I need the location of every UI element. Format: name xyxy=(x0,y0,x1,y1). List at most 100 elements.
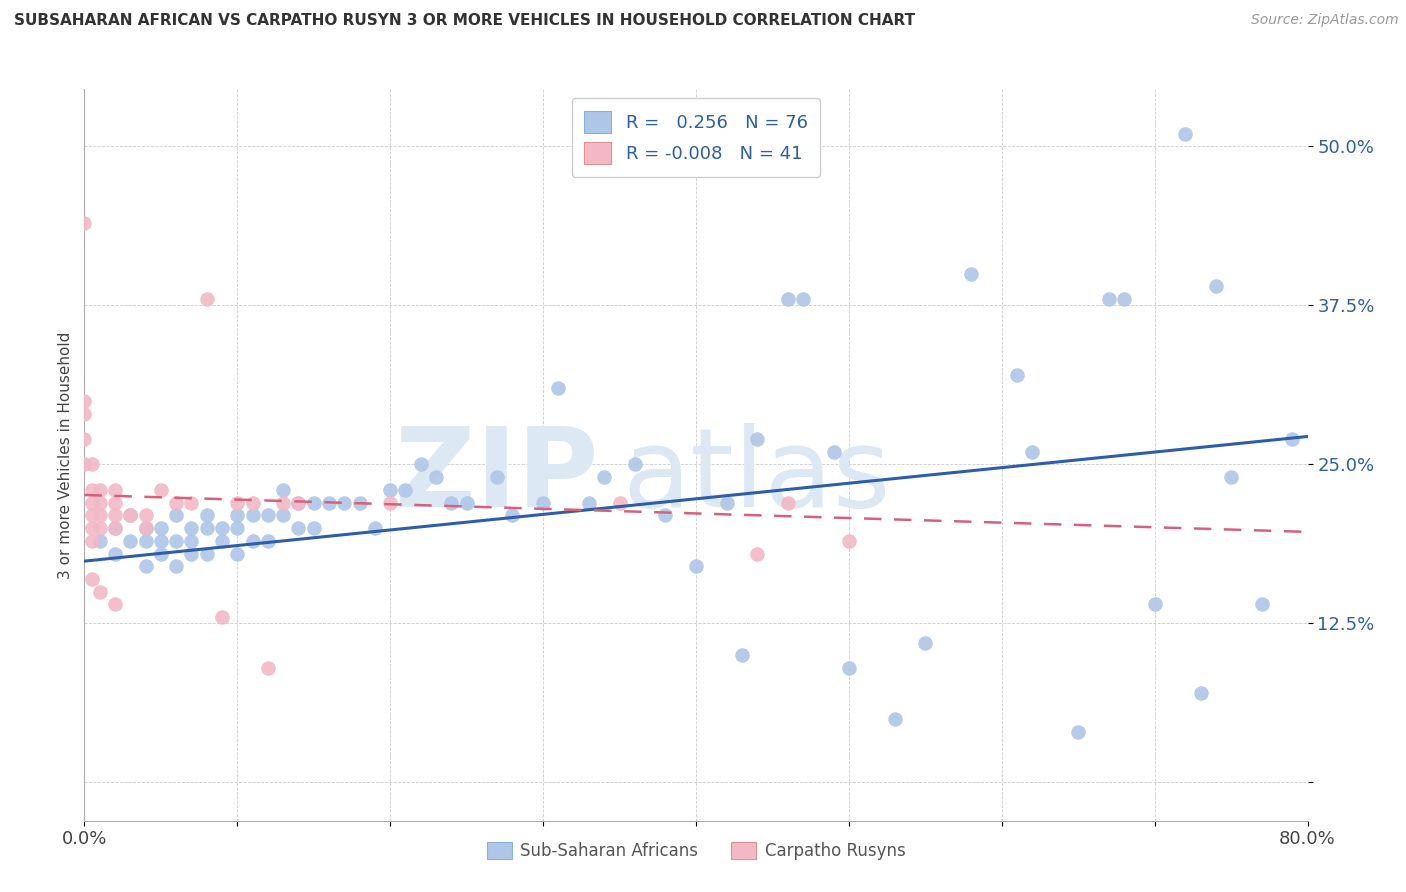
Point xyxy=(104,495,127,509)
Point xyxy=(883,712,905,726)
Point xyxy=(165,533,187,548)
Point xyxy=(149,533,172,548)
Text: Source: ZipAtlas.com: Source: ZipAtlas.com xyxy=(1251,13,1399,28)
Point xyxy=(104,598,127,612)
Point xyxy=(776,495,799,509)
Point xyxy=(120,508,142,523)
Point xyxy=(211,533,233,548)
Point xyxy=(960,267,983,281)
Point xyxy=(318,495,340,509)
Point xyxy=(531,495,554,509)
Point xyxy=(1205,279,1227,293)
Point xyxy=(226,521,249,535)
Point xyxy=(149,547,172,561)
Legend: Sub-Saharan Africans, Carpatho Rusyns: Sub-Saharan Africans, Carpatho Rusyns xyxy=(479,836,912,867)
Point xyxy=(1189,686,1212,700)
Point xyxy=(838,661,860,675)
Point xyxy=(685,559,707,574)
Point xyxy=(1098,292,1121,306)
Point xyxy=(195,292,218,306)
Point xyxy=(380,483,402,497)
Point xyxy=(1114,292,1136,306)
Point xyxy=(914,635,936,649)
Point xyxy=(195,521,218,535)
Point xyxy=(80,572,103,586)
Point xyxy=(792,292,814,306)
Text: atlas: atlas xyxy=(623,424,891,531)
Point xyxy=(425,470,447,484)
Point xyxy=(333,495,356,509)
Point xyxy=(165,508,187,523)
Point xyxy=(180,495,202,509)
Y-axis label: 3 or more Vehicles in Household: 3 or more Vehicles in Household xyxy=(58,331,73,579)
Point xyxy=(80,483,103,497)
Point xyxy=(226,508,249,523)
Point xyxy=(1174,127,1197,141)
Point xyxy=(1021,444,1043,458)
Point xyxy=(502,508,524,523)
Point xyxy=(302,495,325,509)
Point xyxy=(195,547,218,561)
Point xyxy=(180,521,202,535)
Point xyxy=(195,508,218,523)
Point xyxy=(104,547,127,561)
Point xyxy=(89,508,111,523)
Point xyxy=(1281,432,1303,446)
Point xyxy=(287,521,309,535)
Point xyxy=(364,521,387,535)
Point xyxy=(624,458,647,472)
Point xyxy=(747,432,769,446)
Point xyxy=(257,533,280,548)
Point xyxy=(380,495,402,509)
Point xyxy=(1250,598,1272,612)
Point xyxy=(120,508,142,523)
Point xyxy=(89,533,111,548)
Point xyxy=(731,648,754,663)
Point xyxy=(120,508,142,523)
Point xyxy=(1143,598,1166,612)
Point xyxy=(456,495,478,509)
Point xyxy=(547,381,569,395)
Point xyxy=(1220,470,1243,484)
Point xyxy=(73,458,96,472)
Point xyxy=(149,483,172,497)
Point xyxy=(1005,368,1028,383)
Point xyxy=(104,508,127,523)
Point xyxy=(80,495,103,509)
Point xyxy=(80,458,103,472)
Point xyxy=(135,521,157,535)
Point xyxy=(271,508,294,523)
Point xyxy=(257,508,280,523)
Point xyxy=(89,495,111,509)
Point xyxy=(242,508,264,523)
Point xyxy=(747,547,769,561)
Point xyxy=(73,393,96,408)
Point xyxy=(271,495,294,509)
Text: ZIP: ZIP xyxy=(395,424,598,531)
Point xyxy=(242,533,264,548)
Point xyxy=(776,292,799,306)
Point xyxy=(226,547,249,561)
Point xyxy=(302,521,325,535)
Point xyxy=(135,533,157,548)
Point xyxy=(226,495,249,509)
Point xyxy=(135,508,157,523)
Point xyxy=(654,508,676,523)
Point xyxy=(80,521,103,535)
Point xyxy=(180,533,202,548)
Point xyxy=(394,483,416,497)
Point xyxy=(180,547,202,561)
Point xyxy=(1067,724,1090,739)
Point xyxy=(89,521,111,535)
Point xyxy=(165,495,187,509)
Point xyxy=(609,495,631,509)
Point xyxy=(80,533,103,548)
Point xyxy=(349,495,371,509)
Point xyxy=(104,521,127,535)
Point xyxy=(486,470,509,484)
Point xyxy=(257,661,280,675)
Point xyxy=(271,483,294,497)
Text: SUBSAHARAN AFRICAN VS CARPATHO RUSYN 3 OR MORE VEHICLES IN HOUSEHOLD CORRELATION: SUBSAHARAN AFRICAN VS CARPATHO RUSYN 3 O… xyxy=(14,13,915,29)
Point xyxy=(73,216,96,230)
Point xyxy=(823,444,845,458)
